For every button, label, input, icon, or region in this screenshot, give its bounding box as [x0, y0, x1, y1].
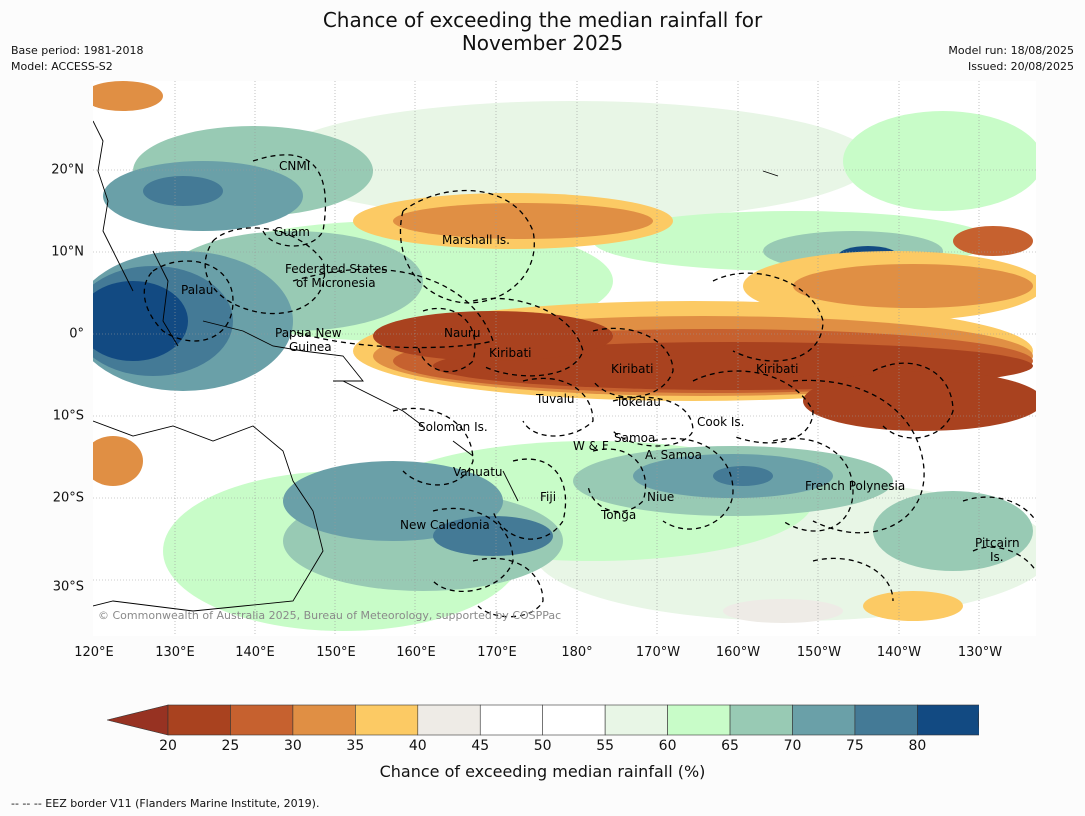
map-canvas: CNMI Guam Marshall Is. Federated States …: [93, 81, 1036, 636]
lon-tick: 120°E: [74, 645, 114, 660]
colorbar-tick: 60: [658, 738, 677, 754]
colorbar-segment: [479, 704, 544, 736]
copyright-notice: © Commonwealth of Australia 2025, Bureau…: [98, 609, 562, 622]
lon-tick: 130°E: [155, 645, 195, 660]
colorbar-segment: [604, 704, 668, 736]
colorbar-tick: 30: [283, 738, 302, 754]
colorbar-segment: [355, 704, 419, 736]
lon-tick: 170°W: [635, 645, 681, 660]
colorbar-segment: [417, 704, 481, 736]
colorbar-segment: [292, 704, 356, 736]
lat-tick: 10°S: [52, 408, 84, 424]
colorbar-tick: 40: [408, 738, 427, 754]
label-tokelau: Tokelau: [615, 395, 661, 409]
label-kiribati-1: Kiribati: [489, 346, 531, 360]
lat-tick: 10°N: [51, 244, 84, 260]
lon-tick: 140°E: [235, 645, 275, 660]
colorbar-segment: [792, 704, 856, 736]
label-vanuatu: Vanuatu: [453, 465, 503, 479]
issued-date: Issued: 20/08/2025: [967, 60, 1074, 73]
label-png-2: Guinea: [289, 340, 332, 354]
label-new-caledonia: New Caledonia: [400, 518, 490, 532]
coastlines: [93, 120, 779, 612]
label-pitcairn-2: Is.: [990, 550, 1004, 564]
label-marshall: Marshall Is.: [442, 233, 510, 247]
lon-tick: 160°E: [396, 645, 436, 660]
label-solomon: Solomon Is.: [418, 420, 488, 434]
lon-tick: 130°W: [957, 645, 1003, 660]
lat-tick: 0°: [69, 326, 84, 342]
colorbar-label: Chance of exceeding median rainfall (%): [379, 762, 706, 781]
label-samoa: Samoa: [614, 431, 655, 445]
label-cook: Cook Is.: [697, 415, 744, 429]
lon-tick: 140°W: [876, 645, 922, 660]
colorbar-segment: [667, 704, 731, 736]
colorbar-tick: 45: [471, 738, 490, 754]
label-tonga: Tonga: [600, 508, 636, 522]
label-niue: Niue: [647, 490, 674, 504]
eez-borders: [143, 154, 1036, 618]
lon-tick: 170°E: [477, 645, 517, 660]
label-kiribati-2: Kiribati: [611, 362, 653, 376]
colorbar-tick: 20: [159, 738, 177, 754]
model-run: Model run: 18/08/2025: [948, 44, 1074, 57]
map-title-line2: November 2025: [461, 31, 624, 55]
colorbar-tick: 80: [908, 738, 927, 754]
lon-tick: 160°W: [715, 645, 761, 660]
colorbar-tick: 35: [346, 738, 365, 754]
lat-tick: 20°N: [51, 162, 84, 178]
region-labels: CNMI Guam Marshall Is. Federated States …: [181, 159, 1020, 564]
rainfall-map: CNMI Guam Marshall Is. Federated States …: [93, 81, 1036, 636]
colorbar-segment: [542, 704, 606, 736]
label-fiji: Fiji: [540, 490, 556, 504]
lon-tick: 150°E: [316, 645, 356, 660]
label-tuvalu: Tuvalu: [535, 392, 575, 406]
colorbar-segment: [729, 704, 793, 736]
colorbar-segment: [167, 704, 231, 736]
colorbar-segment: [854, 704, 918, 736]
label-guam: Guam: [274, 225, 310, 239]
label-cnmi: CNMI: [279, 159, 310, 173]
lat-tick: 20°S: [52, 490, 84, 506]
eez-legend-note: -- -- -- EEZ border V11 (Flanders Marine…: [11, 797, 320, 810]
label-png-1: Papua New: [275, 326, 342, 340]
colorbar-tick: 70: [783, 738, 802, 754]
lat-tick: 30°S: [52, 579, 84, 595]
colorbar-segment: [917, 704, 981, 736]
label-fsm-1: Federated States: [285, 262, 387, 276]
colorbar: [106, 704, 981, 736]
label-kiribati-3: Kiribati: [756, 362, 798, 376]
base-period: Base period: 1981-2018: [11, 44, 144, 57]
colorbar-svg: [106, 704, 981, 736]
lon-tick: 150°W: [796, 645, 842, 660]
label-french-polynesia: French Polynesia: [805, 479, 905, 493]
graticule: [93, 81, 1036, 636]
colorbar-segment: [230, 704, 294, 736]
colorbar-under-arrow: [106, 704, 169, 736]
colorbar-tick: 65: [721, 738, 739, 754]
label-nauru: Nauru: [444, 326, 480, 340]
colorbar-tick: 50: [533, 738, 552, 754]
colorbar-tick: 55: [596, 738, 615, 754]
label-wf: W & F: [573, 439, 609, 453]
model-name: Model: ACCESS-S2: [11, 60, 113, 73]
label-fsm-2: of Micronesia: [296, 276, 376, 290]
label-asamoa: A. Samoa: [645, 448, 702, 462]
colorbar-tick: 25: [221, 738, 240, 754]
lon-tick: 180°: [561, 645, 593, 660]
colorbar-tick: 75: [846, 738, 864, 754]
label-palau: Palau: [181, 283, 213, 297]
label-pitcairn-1: Pitcairn: [975, 536, 1020, 550]
map-title-line1: Chance of exceeding the median rainfall …: [322, 8, 763, 32]
